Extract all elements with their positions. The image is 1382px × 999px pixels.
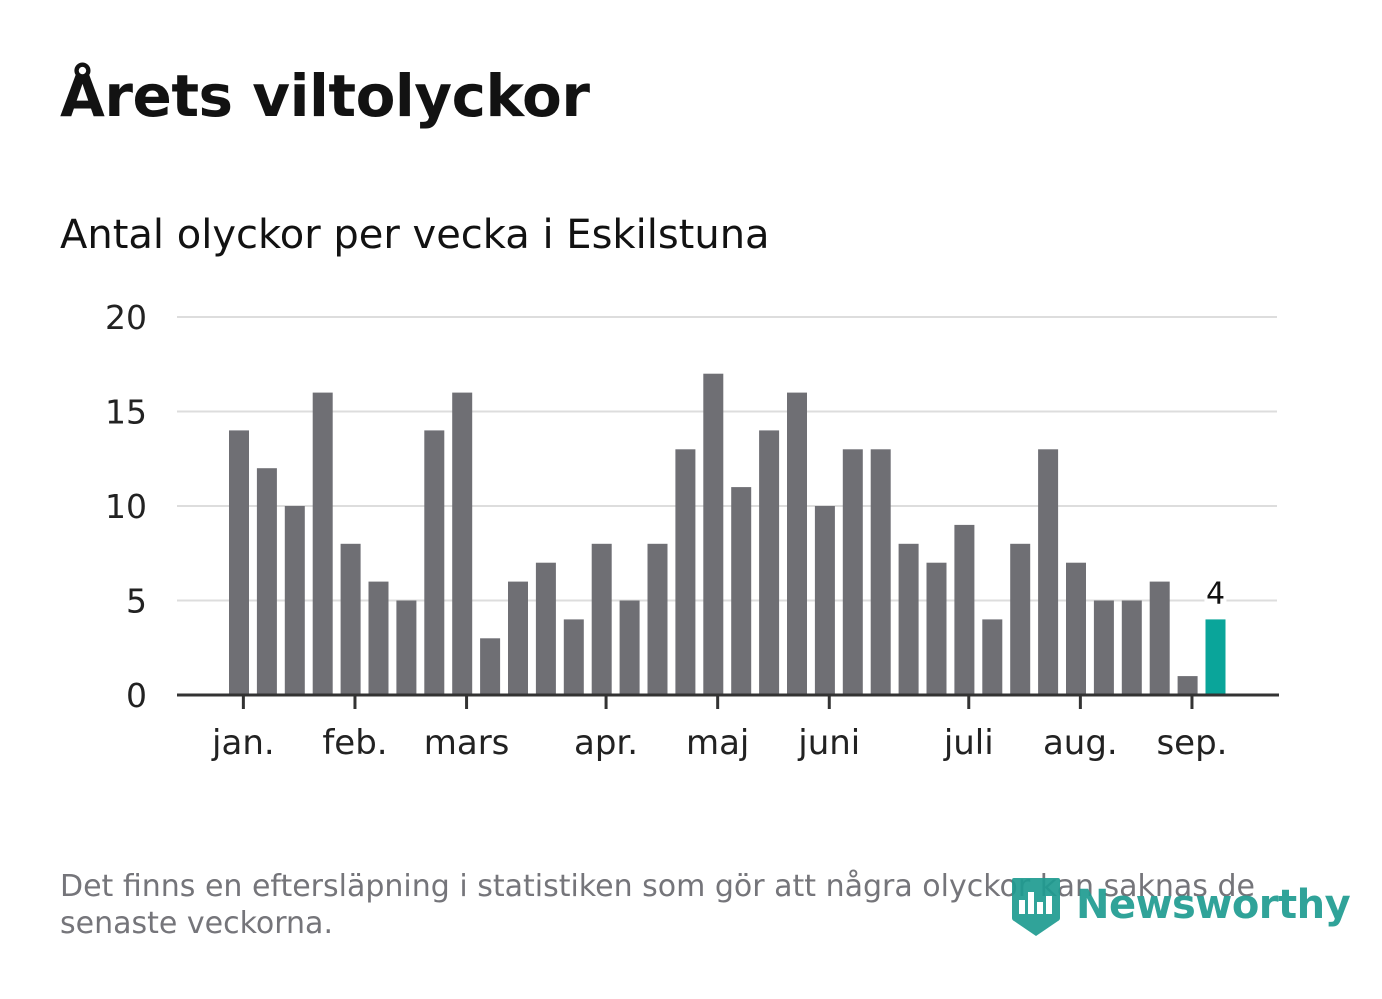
bar (312, 392, 333, 695)
bar (982, 619, 1003, 695)
bar (1121, 600, 1142, 695)
bar (759, 430, 780, 695)
bar (1093, 600, 1114, 695)
bar (229, 430, 249, 695)
x-tick-label: jan. (211, 723, 275, 763)
bar (787, 392, 807, 695)
bar (814, 506, 835, 695)
x-tick-label: mars (424, 723, 510, 763)
bar (1010, 543, 1031, 695)
bar (870, 449, 891, 695)
bar (340, 543, 361, 695)
bar (731, 487, 752, 695)
newsworthy-logo-icon (1012, 878, 1060, 936)
bar (284, 506, 305, 695)
bar (675, 449, 696, 695)
bar (535, 562, 556, 695)
bar (954, 524, 975, 695)
x-tick-label: aug. (1043, 723, 1118, 763)
x-tick-label: feb. (322, 723, 387, 763)
bar (563, 619, 584, 695)
x-axis (177, 693, 1279, 709)
y-tick-label-20: 20 (105, 298, 147, 337)
bar (452, 392, 473, 695)
x-tick-label: apr. (574, 723, 638, 763)
bar (647, 543, 668, 695)
bar-highlight (1205, 619, 1226, 695)
bar (619, 600, 640, 695)
bar (842, 449, 863, 695)
bar (368, 581, 389, 695)
x-axis-labels: jan. feb. mars apr. maj juni juli aug. sep. (211, 723, 1227, 763)
brand-name: Newsworthy (1076, 882, 1351, 928)
bar (926, 562, 947, 695)
y-tick-label-10: 10 (105, 487, 147, 526)
x-tick-label: maj (686, 723, 749, 763)
x-tick-label: juli (943, 723, 994, 763)
bar (508, 581, 528, 695)
bar (1177, 676, 1198, 695)
bar (480, 638, 501, 695)
chart-title: Årets viltolyckor (60, 62, 590, 130)
bar (1066, 562, 1086, 695)
bar (898, 543, 919, 695)
bar (1038, 449, 1059, 695)
bar (256, 468, 277, 695)
y-tick-label-5: 5 (126, 582, 147, 621)
bar (591, 543, 612, 695)
y-tick-label-0: 0 (126, 676, 147, 715)
x-tick-label: juni (797, 723, 860, 763)
bar (1149, 581, 1170, 695)
y-tick-label-15: 15 (105, 393, 147, 432)
bar (424, 430, 445, 695)
chart-subtitle: Antal olyckor per vecka i Eskilstuna (60, 212, 770, 258)
x-tick-label: sep. (1156, 723, 1227, 763)
bar (396, 600, 417, 695)
bar (703, 373, 724, 695)
bars: 4 (229, 373, 1228, 695)
brand-logo: Newsworthy (1010, 872, 1351, 938)
y-axis-labels: 0 5 10 15 20 (105, 298, 147, 715)
bar-data-label: 4 (1206, 576, 1225, 611)
